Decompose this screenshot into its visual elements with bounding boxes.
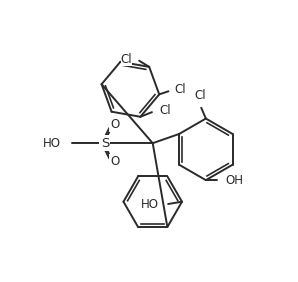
Text: Cl: Cl bbox=[175, 83, 186, 96]
Text: Cl: Cl bbox=[194, 89, 206, 102]
Text: OH: OH bbox=[226, 174, 244, 187]
Text: O: O bbox=[110, 118, 119, 131]
Text: HO: HO bbox=[141, 198, 159, 211]
Text: HO: HO bbox=[43, 137, 61, 150]
Text: Cl: Cl bbox=[159, 104, 170, 117]
Text: Cl: Cl bbox=[121, 53, 132, 66]
Text: S: S bbox=[101, 137, 109, 150]
Text: O: O bbox=[110, 155, 119, 168]
